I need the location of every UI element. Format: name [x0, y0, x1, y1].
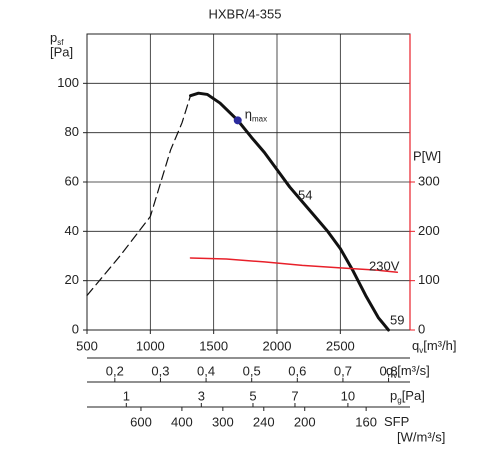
y-label-unit: [Pa]: [50, 44, 73, 59]
secondary-tick-label: 300: [212, 414, 234, 429]
secondary-tick-label: 1: [123, 388, 130, 403]
eta-max-label-part: η: [245, 107, 252, 122]
eta-max-point: [233, 116, 242, 125]
eta-max-label-part: max: [252, 114, 267, 123]
annotation: 59: [390, 312, 404, 327]
y2-tick-label: 0: [418, 321, 425, 336]
y-tick-label: 20: [65, 272, 79, 287]
secondary-tick-label: 0,5: [243, 363, 261, 378]
y2-label: P[W]: [413, 148, 441, 163]
y-tick-label: 80: [65, 124, 79, 139]
y-tick-label: 0: [72, 321, 79, 336]
x-label-part: v: [419, 346, 423, 355]
x-tick-label: 1000: [136, 338, 165, 353]
y-label: psf: [50, 30, 64, 47]
secondary-tick-label: 0,2: [106, 363, 124, 378]
secondary-axis-label-part: g: [397, 396, 401, 405]
x-tick-label: 500: [76, 338, 98, 353]
secondary-axis-label: pg[Pa]: [390, 388, 425, 405]
secondary-tick-label: 10: [341, 388, 355, 403]
series-line: [86, 95, 192, 297]
x-tick-label: 1500: [199, 338, 228, 353]
x-tick-label: 2000: [263, 338, 292, 353]
secondary-axis-label-part: SFP: [384, 414, 409, 429]
y-tick-label: 60: [65, 173, 79, 188]
secondary-axis-label-part: q: [386, 363, 393, 378]
secondary-tick-label: 0,7: [334, 363, 352, 378]
eta-max-label: ηmax: [245, 107, 267, 124]
secondary-axis-label-part: [m³/s]: [397, 363, 430, 378]
series-line: [189, 257, 399, 274]
secondary-tick-label: 0,4: [197, 363, 215, 378]
chart-title: HXBR/4-355: [209, 6, 282, 21]
secondary-tick-label: 400: [171, 414, 193, 429]
secondary-axis-label: qv[m³/s]: [386, 363, 430, 380]
y2-tick-label: 300: [418, 173, 440, 188]
series-line: [188, 91, 390, 332]
y-tick-label: 100: [57, 75, 79, 90]
annotation: 230V: [369, 258, 400, 273]
secondary-tick-label: 0,8: [380, 363, 398, 378]
secondary-tick-label: 200: [294, 414, 316, 429]
secondary-tick-label: 240: [253, 414, 275, 429]
x-label: qv[m³/h]: [412, 338, 456, 355]
y-label-part: p: [50, 30, 57, 45]
secondary-axis-label-part: p: [390, 388, 397, 403]
secondary-axis-label: SFP: [384, 414, 409, 429]
secondary-tick-label: 0,3: [151, 363, 169, 378]
y2-tick-label: 100: [418, 272, 440, 287]
secondary-axis-unit: [W/m³/s]: [397, 429, 445, 444]
x-label-part: q: [412, 338, 419, 353]
secondary-tick-label: 7: [291, 388, 298, 403]
secondary-tick-label: 3: [198, 388, 205, 403]
y-tick-label: 40: [65, 223, 79, 238]
secondary-tick-label: 0,6: [288, 363, 306, 378]
y2-tick-label: 200: [418, 223, 440, 238]
secondary-axis-label-part: [Pa]: [402, 388, 425, 403]
secondary-axis-label-part: v: [393, 371, 397, 380]
x-tick-label: 2500: [326, 338, 355, 353]
secondary-tick-label: 5: [249, 388, 256, 403]
secondary-tick-label: 600: [130, 414, 152, 429]
annotation: 54: [298, 187, 312, 202]
y-label-part: sf: [57, 38, 64, 47]
x-label-part: [m³/h]: [423, 338, 456, 353]
secondary-tick-label: 160: [355, 414, 377, 429]
